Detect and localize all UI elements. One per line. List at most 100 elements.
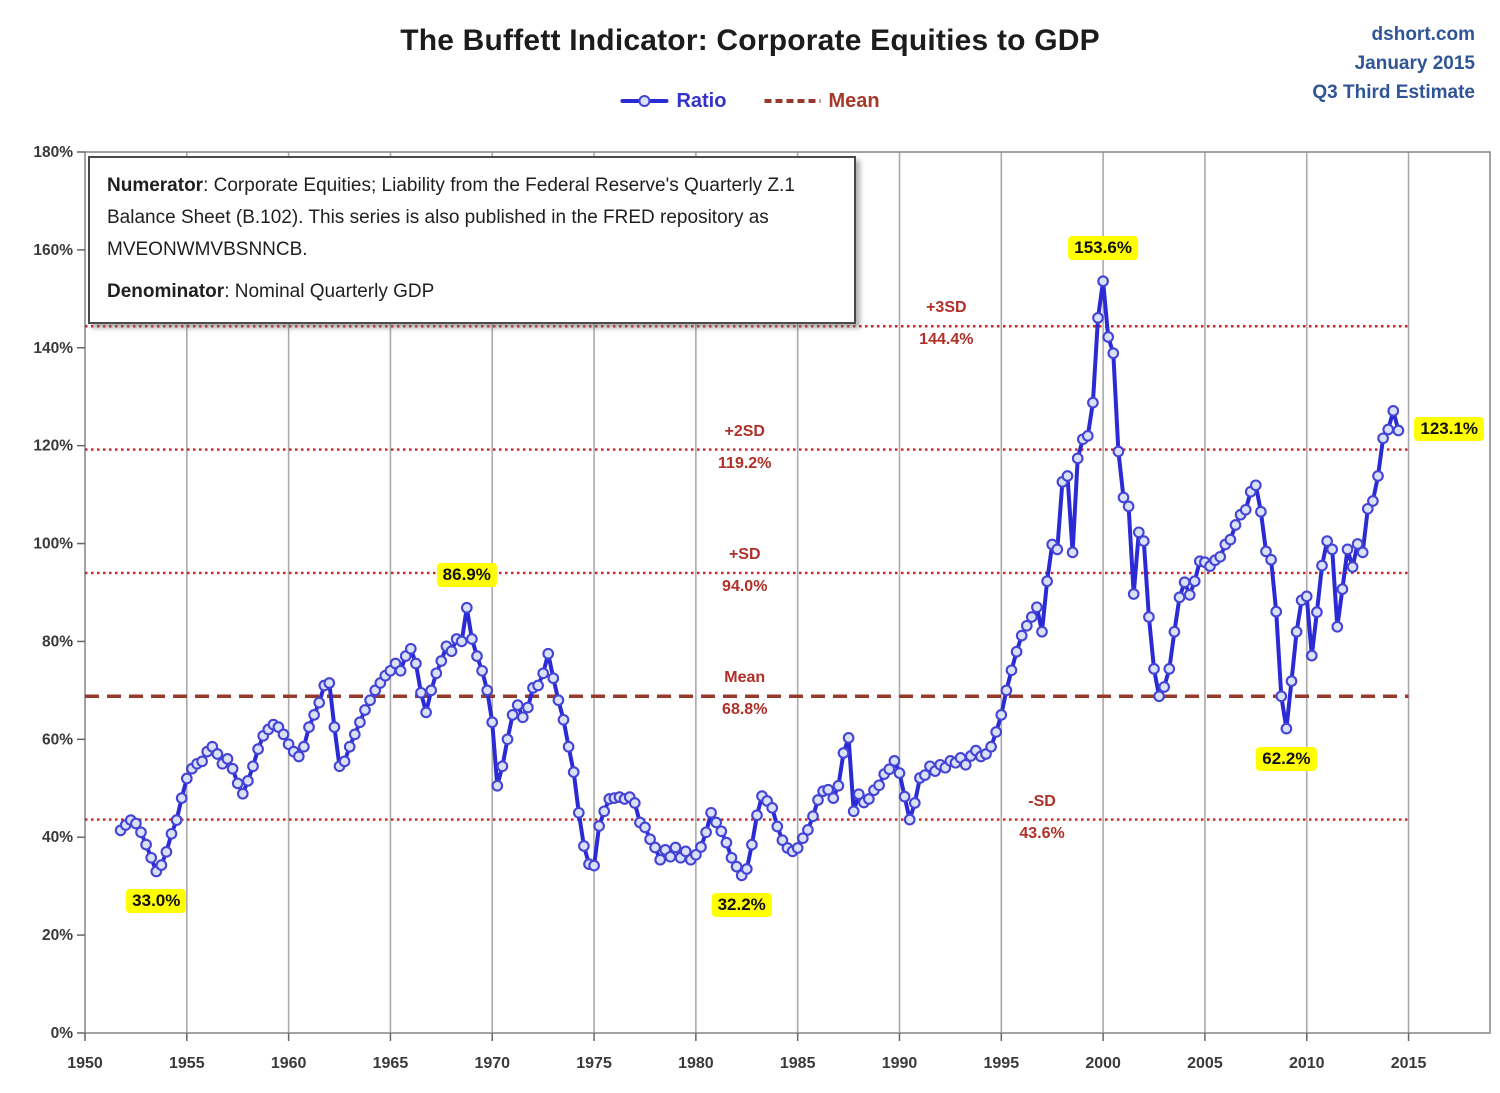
x-axis-tick-label: 1965 xyxy=(373,1055,409,1072)
ratio-data-point xyxy=(1214,550,1227,563)
ratio-data-point xyxy=(740,863,753,875)
ratio-data-point xyxy=(1361,502,1374,515)
ratio-data-point xyxy=(1382,423,1395,436)
x-axis-tick-label: 1985 xyxy=(780,1055,816,1072)
ratio-data-point xyxy=(460,601,473,614)
ratio-data-point xyxy=(420,706,432,719)
ratio-data-point xyxy=(649,841,661,854)
ratio-data-point xyxy=(1000,684,1013,697)
ratio-data-point xyxy=(1087,396,1099,409)
ratio-data-point xyxy=(1367,495,1379,507)
x-axis-tick-label: 1950 xyxy=(67,1055,103,1072)
ratio-data-point xyxy=(695,841,707,853)
ratio-data-point xyxy=(985,740,997,753)
ratio-data-point xyxy=(1132,526,1145,539)
ratio-data-point xyxy=(730,860,743,873)
ratio-data-point xyxy=(522,701,534,714)
ratio-data-point xyxy=(1239,503,1252,516)
legend-ratio-label: Ratio xyxy=(676,89,727,112)
ratio-data-point xyxy=(359,704,371,716)
y-axis-tick-label: 180% xyxy=(33,144,73,161)
chart-legend: Ratio Mean xyxy=(620,88,880,114)
ratio-data-point xyxy=(140,838,152,851)
ratio-data-point xyxy=(247,760,259,773)
ratio-data-point xyxy=(893,767,906,779)
ratio-data-point xyxy=(1305,649,1318,662)
ratio-data-point xyxy=(445,645,458,658)
ratio-data-point xyxy=(491,779,504,792)
ratio-data-point xyxy=(908,797,921,809)
ratio-data-point xyxy=(669,841,682,854)
ratio-data-point xyxy=(1377,432,1389,445)
source-site: dshort.com xyxy=(1371,24,1475,45)
numerator-definition: Numerator: Corporate Equities; Liability… xyxy=(107,175,795,260)
ratio-data-point xyxy=(303,721,315,733)
ratio-data-point xyxy=(1163,663,1176,675)
ratio-data-point xyxy=(165,827,178,840)
ratio-data-point xyxy=(771,820,784,833)
ratio-data-point xyxy=(1020,619,1033,632)
ratio-data-point xyxy=(1321,535,1333,547)
ratio-data-point xyxy=(883,763,896,776)
x-axis-tick-label: 1995 xyxy=(984,1055,1020,1072)
ratio-data-point xyxy=(1015,629,1028,642)
source-estimate: Q3 Third Estimate xyxy=(1312,82,1475,103)
ratio-data-point xyxy=(1387,405,1400,417)
ratio-data-point xyxy=(593,820,605,832)
ratio-data-point xyxy=(1260,545,1272,558)
y-axis-tick-label: 100% xyxy=(33,536,73,553)
y-axis-tick-label: 120% xyxy=(33,438,73,455)
ratio-data-point xyxy=(1392,424,1405,437)
ratio-data-point xyxy=(175,792,188,804)
ratio-data-point xyxy=(852,788,865,801)
ratio-data-point xyxy=(547,672,560,685)
ratio-data-point xyxy=(430,667,443,680)
x-axis-tick-label: 2010 xyxy=(1289,1055,1325,1072)
ratio-data-point xyxy=(751,809,763,822)
ratio-data-point xyxy=(588,859,600,872)
ratio-data-point xyxy=(827,792,840,804)
ratio-data-point xyxy=(690,848,702,861)
ratio-data-point xyxy=(863,793,875,805)
x-axis-tick-label: 1990 xyxy=(882,1055,918,1072)
ratio-data-point xyxy=(1036,625,1048,638)
ratio-data-point xyxy=(404,642,417,655)
ratio-data-point xyxy=(1092,312,1104,324)
x-axis-tick-label: 1980 xyxy=(678,1055,714,1072)
x-axis-tick-label: 1970 xyxy=(474,1055,510,1072)
ratio-data-point xyxy=(160,846,173,858)
ratio-data-point xyxy=(425,684,438,697)
ratio-data-point xyxy=(919,769,931,781)
ratio-data-point xyxy=(308,709,320,721)
ratio-data-point xyxy=(471,650,483,662)
ratio-data-point xyxy=(196,755,208,768)
ratio-data-point xyxy=(1311,606,1323,618)
ratio-data-point xyxy=(720,836,733,849)
ratio-data-point xyxy=(847,805,860,818)
ratio-data-point xyxy=(1127,588,1140,600)
ratio-data-point xyxy=(1051,543,1064,556)
ratio-data-point xyxy=(1356,546,1369,559)
ratio-data-point xyxy=(323,677,336,689)
x-axis-tick-label: 2000 xyxy=(1085,1055,1121,1072)
ratio-data-point xyxy=(1066,546,1079,559)
ratio-data-point xyxy=(654,853,667,866)
ratio-data-point xyxy=(1336,583,1349,595)
ratio-data-point xyxy=(1168,625,1181,638)
ratio-data-point xyxy=(298,740,310,753)
ratio-data-point xyxy=(435,655,448,667)
ratio-data-point xyxy=(135,826,147,839)
ratio-data-point xyxy=(598,805,611,818)
ratio-data-point xyxy=(995,709,1008,721)
ratio-data-point xyxy=(1117,491,1130,504)
ratio-data-point xyxy=(898,790,911,803)
ratio-data-point xyxy=(1229,519,1242,531)
ratio-data-point xyxy=(170,814,183,826)
ratio-data-point xyxy=(791,842,804,854)
legend-item-mean: Mean xyxy=(764,90,880,113)
ratio-data-point xyxy=(1346,561,1359,573)
ratio-data-point xyxy=(842,732,855,744)
ratio-data-point xyxy=(1031,601,1043,614)
